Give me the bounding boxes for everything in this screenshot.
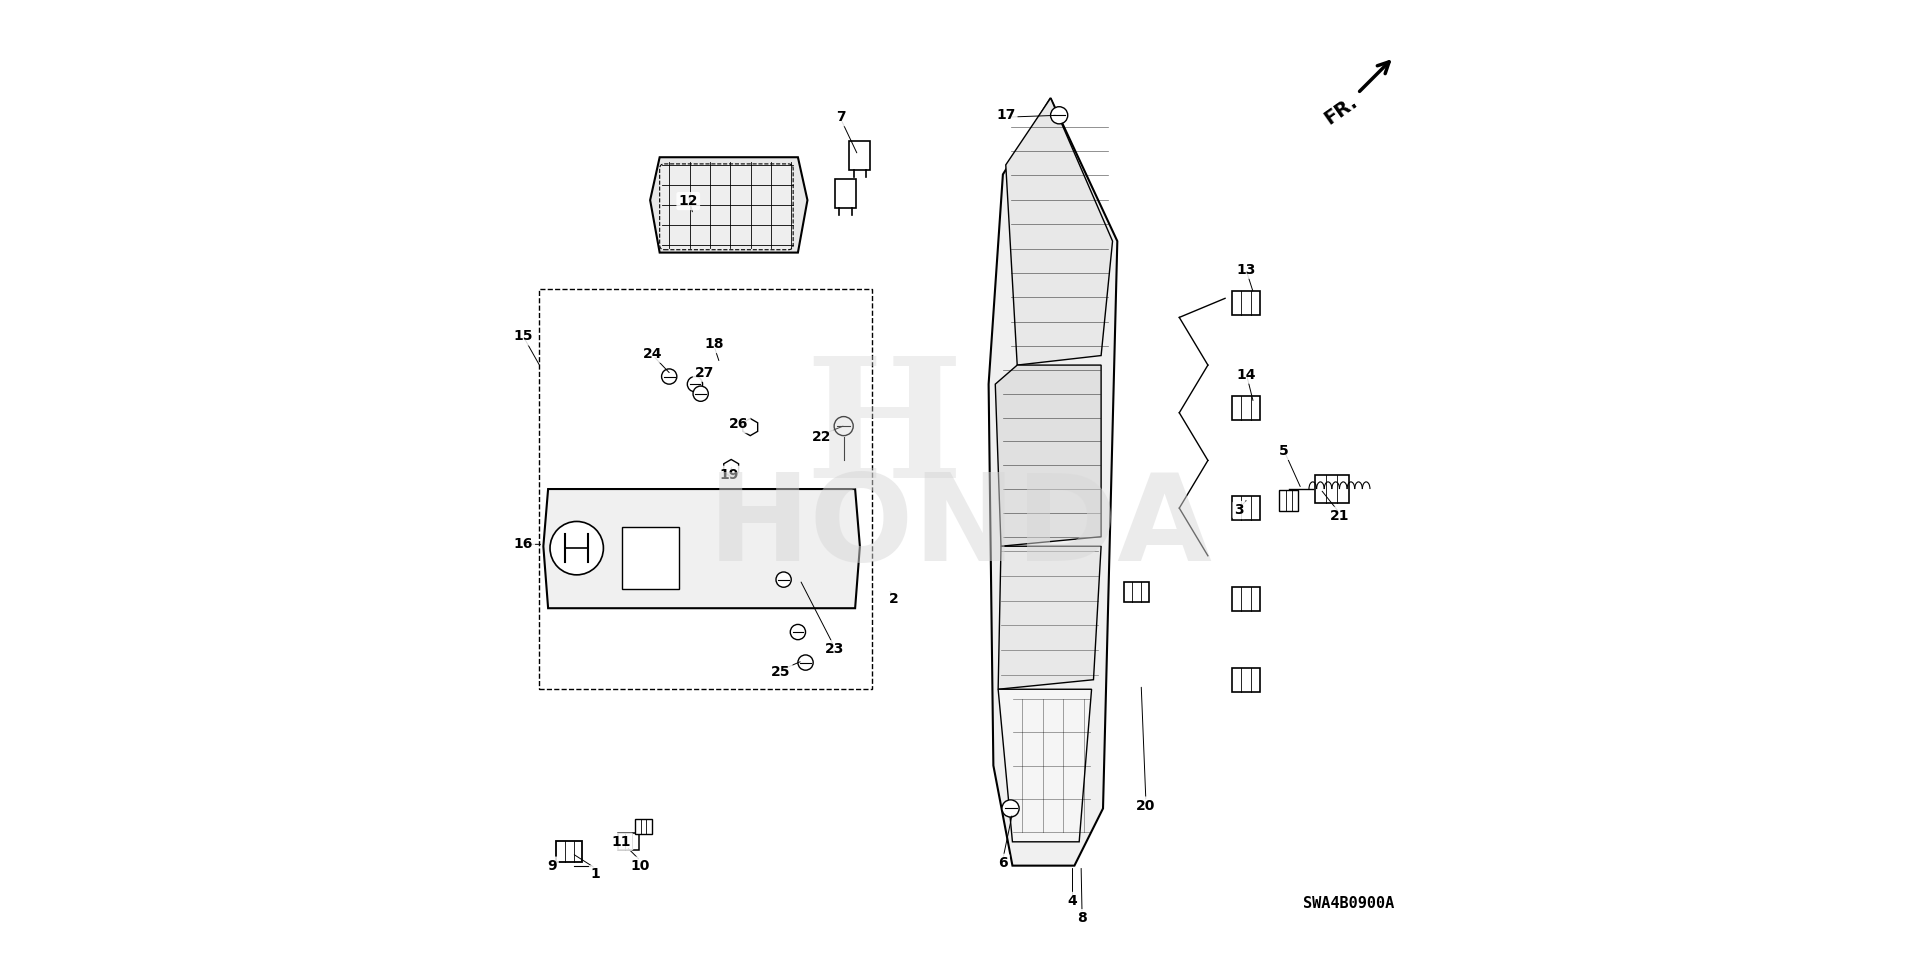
Polygon shape [995,365,1100,547]
Text: 6: 6 [998,855,1008,870]
Text: 14: 14 [1236,367,1256,382]
Text: 18: 18 [705,338,724,351]
Circle shape [687,377,703,392]
Polygon shape [998,690,1092,842]
Polygon shape [1006,98,1112,365]
Text: 12: 12 [678,194,699,208]
Bar [618,833,639,851]
Text: 1: 1 [591,867,601,881]
Text: 25: 25 [772,666,791,679]
Text: FR.: FR. [1321,92,1361,129]
Text: 16: 16 [515,537,534,551]
FancyBboxPatch shape [660,164,793,249]
Polygon shape [989,98,1117,866]
Circle shape [776,572,791,587]
Text: HONDA: HONDA [708,469,1212,586]
Bar [1279,490,1298,511]
Text: 9: 9 [547,858,557,873]
Polygon shape [743,418,758,435]
Text: 23: 23 [824,643,843,656]
Polygon shape [998,547,1100,690]
Text: H: H [804,351,962,513]
Text: 8: 8 [1077,911,1087,925]
Text: 15: 15 [513,330,534,343]
Circle shape [833,416,852,435]
Text: 19: 19 [720,468,739,481]
Bar [835,179,856,208]
Circle shape [791,624,806,640]
Text: 27: 27 [695,365,714,380]
Text: 10: 10 [632,858,651,873]
Bar [555,841,582,862]
Text: 22: 22 [812,430,831,444]
Polygon shape [651,157,808,252]
Polygon shape [724,459,739,477]
Text: 3: 3 [1235,503,1244,517]
Circle shape [1002,800,1020,817]
Bar [636,819,653,834]
Circle shape [799,655,814,670]
Bar [1233,396,1260,420]
Circle shape [693,386,708,401]
Text: 26: 26 [730,417,749,432]
Bar [1315,475,1348,503]
Text: 24: 24 [643,346,662,361]
Text: 11: 11 [612,834,632,849]
Bar [1233,496,1260,520]
Text: 21: 21 [1331,508,1350,523]
Bar [1233,667,1260,691]
Text: 4: 4 [1068,894,1077,908]
Text: SWA4B0900A: SWA4B0900A [1304,897,1394,911]
Bar [622,527,680,589]
Text: 7: 7 [835,110,845,125]
Circle shape [1050,106,1068,124]
Circle shape [549,522,603,574]
Text: 17: 17 [996,108,1016,123]
Bar [1233,292,1260,315]
Bar [1123,581,1148,602]
Text: 2: 2 [889,592,899,606]
Circle shape [662,369,678,385]
Bar [849,141,870,170]
Bar [1233,587,1260,611]
Circle shape [643,550,659,565]
Text: 5: 5 [1279,444,1288,457]
Polygon shape [543,489,860,608]
Bar [540,289,872,690]
Text: 20: 20 [1137,799,1156,812]
Text: 13: 13 [1236,263,1256,277]
